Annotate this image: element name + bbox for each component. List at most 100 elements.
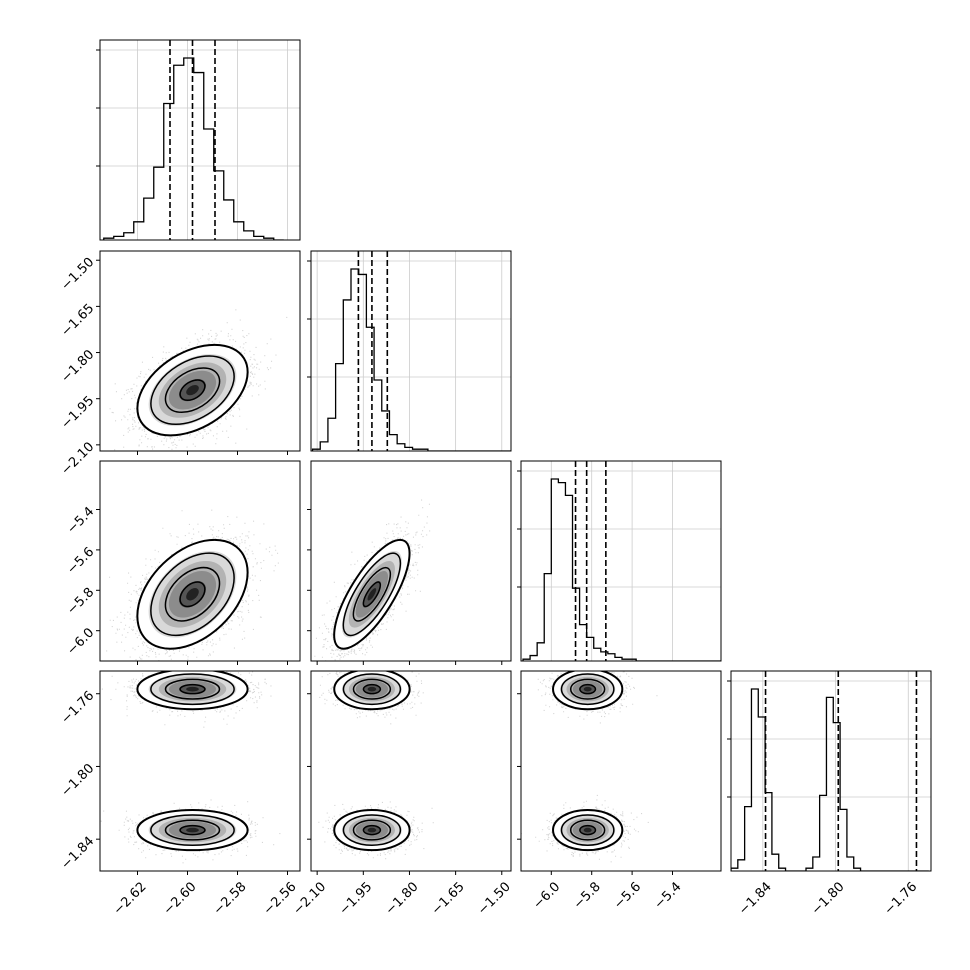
y-tick-label: −1.80 [59,761,98,800]
x-tick-label: −2.56 [261,879,300,918]
contour-line [362,683,382,695]
histogram-panel-3 [727,670,932,872]
contour-line [342,814,402,846]
x-tick-label: −1.80 [809,879,848,918]
x-tick-label: −1.65 [429,879,468,918]
x-tick-label: −1.76 [882,879,921,918]
contour-line [569,678,606,700]
histogram-panel-0 [96,39,301,241]
contour-line [569,819,606,841]
panel-content [100,671,281,864]
scatter-panel-1-0 [96,250,301,455]
y-tick-label: −5.6 [64,545,97,578]
scatter-panel-3-1 [307,670,512,875]
contour-line [560,673,615,706]
y-tick-label: −1.50 [59,255,98,294]
scatter-panel-3-0 [96,670,301,875]
density-fill [367,588,377,601]
x-tick-label: −1.95 [337,879,376,918]
contour-line [164,819,221,841]
density-fill [186,384,199,396]
contour-line [179,683,206,695]
panel-frame [310,670,512,872]
y-tick-label: −5.4 [64,504,97,537]
contour-line [560,814,615,846]
density-fill [186,588,199,601]
y-tick-label: −1.95 [59,393,98,432]
contour-line [552,809,624,852]
panel-frame [730,670,932,872]
x-tick-label: −2.58 [211,879,250,918]
contour-line [579,683,597,695]
x-tick-label: −5.4 [652,879,685,912]
contour-line [333,671,411,711]
panel-content [318,671,434,860]
contour-line [352,678,392,700]
x-tick-label: −2.62 [111,879,150,918]
panel-content [314,499,431,661]
panel-frame [99,39,301,241]
x-tick-label: −5.8 [571,879,604,912]
contour-line [552,671,624,711]
contour-line [333,809,411,852]
contour-line [179,581,206,608]
density-fill [186,827,199,833]
y-tick-label: −1.65 [59,301,98,340]
density-fill [583,686,592,692]
contour-line [333,538,411,650]
histogram-panel-1 [307,250,512,452]
panel-content [106,509,279,661]
x-tick-label: −2.60 [161,879,200,918]
histogram-series [731,688,929,871]
contour-line [179,824,206,836]
contour-line [342,552,402,637]
panel-content [109,309,288,451]
histogram-series [522,478,721,661]
panel-frame [520,460,722,662]
contour-line [352,819,392,841]
panel-frame [520,670,722,872]
contour-line [352,566,392,622]
density-fill [186,686,199,692]
y-tick-label: −1.76 [59,688,98,727]
scatter-panel-3-2 [517,670,722,875]
y-tick-label: −2.10 [59,440,98,479]
contour-line [150,355,235,426]
contour-line [164,678,221,700]
x-tick-label: −1.50 [475,879,514,918]
contour-line [150,814,235,846]
y-tick-label: −1.80 [59,347,98,386]
x-tick-label: −5.6 [611,879,644,912]
contour-line [136,538,249,650]
contour-line [579,824,597,836]
contour-line [342,673,402,706]
contour-line [150,552,235,637]
contour-line [362,581,382,608]
scatter-panel-2-0 [96,460,301,665]
contour-line [136,809,249,852]
contour-line [164,367,221,414]
panel-frame [310,460,512,662]
density-fill [367,827,377,833]
x-tick-label: −1.80 [383,879,422,918]
panel-frame [99,250,301,452]
panel-frame [99,670,301,872]
scatter-panel-2-1 [307,460,512,665]
contour-line [136,671,249,711]
y-tick-label: −1.84 [59,834,98,873]
x-tick-label: −2.10 [290,879,329,918]
scatter-points [318,671,434,860]
histogram-panel-2 [517,460,722,662]
panel-frame [310,250,512,452]
contour-line [150,673,235,706]
contour-line [362,824,382,836]
panel-content [521,671,658,863]
panel-frame [99,460,301,662]
histogram-series [311,268,511,451]
density-fill [367,686,377,692]
histogram-series [103,57,284,240]
contour-line [164,566,221,622]
contour-line [136,343,249,437]
x-tick-label: −6.0 [530,879,563,912]
